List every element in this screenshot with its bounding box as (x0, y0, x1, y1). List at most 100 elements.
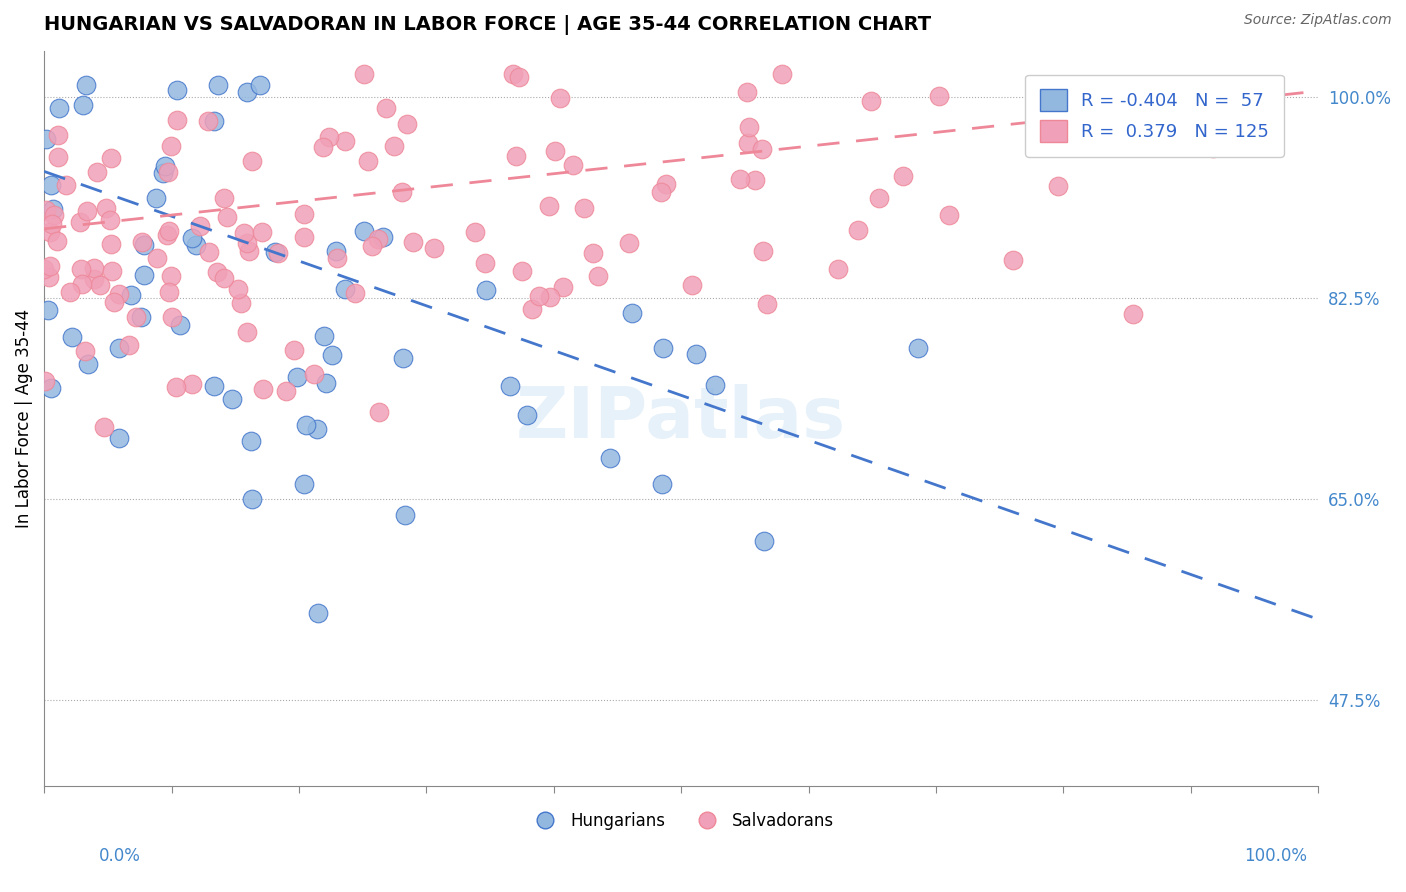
Salvadorans (70, 262, 93, 277)
Salvadorans (505, 148, 527, 162)
Salvadorans (101, 264, 124, 278)
Salvadorans (538, 290, 561, 304)
Salvadorans (118, 338, 141, 352)
Salvadorans (367, 232, 389, 246)
Hungarians (132, 268, 155, 282)
Hungarians (651, 476, 673, 491)
Salvadorans (928, 88, 950, 103)
Hungarians (132, 237, 155, 252)
Hungarians (287, 370, 309, 384)
Salvadorans (42, 208, 65, 222)
Salvadorans (1002, 252, 1025, 267)
Hungarians (184, 238, 207, 252)
Salvadorans (650, 185, 672, 199)
Salvadorans (34, 202, 56, 217)
Salvadorans (333, 134, 356, 148)
Salvadorans (520, 301, 543, 316)
Salvadorans (94, 201, 117, 215)
Salvadorans (75, 344, 97, 359)
Hungarians (475, 284, 498, 298)
Hungarians (236, 85, 259, 99)
Salvadorans (236, 235, 259, 250)
Hungarians (295, 417, 318, 432)
Hungarians (371, 230, 394, 244)
Legend: Hungarians, Salvadorans: Hungarians, Salvadorans (522, 805, 841, 836)
Hungarians (249, 78, 271, 93)
Hungarians (907, 341, 929, 355)
Hungarians (41, 381, 63, 395)
Hungarians (704, 377, 727, 392)
Salvadorans (215, 210, 238, 224)
Hungarians (333, 283, 356, 297)
Text: 0.0%: 0.0% (98, 847, 141, 864)
Salvadorans (125, 310, 148, 325)
Hungarians (60, 330, 83, 344)
Salvadorans (582, 246, 605, 260)
Salvadorans (238, 244, 260, 258)
Salvadorans (292, 229, 315, 244)
Hungarians (169, 318, 191, 333)
Hungarians (108, 432, 131, 446)
Salvadorans (751, 142, 773, 156)
Hungarians (76, 357, 98, 371)
Salvadorans (46, 128, 69, 143)
Salvadorans (548, 91, 571, 105)
Text: Source: ZipAtlas.com: Source: ZipAtlas.com (1244, 13, 1392, 28)
Salvadorans (39, 259, 62, 273)
Salvadorans (402, 235, 425, 249)
Salvadorans (361, 239, 384, 253)
Salvadorans (89, 277, 111, 292)
Salvadorans (160, 269, 183, 284)
Hungarians (181, 231, 204, 245)
Salvadorans (311, 140, 333, 154)
Salvadorans (508, 70, 530, 84)
Salvadorans (544, 144, 567, 158)
Hungarians (685, 346, 707, 360)
Text: ZIPatlas: ZIPatlas (516, 384, 846, 453)
Hungarians (240, 491, 263, 506)
Salvadorans (756, 296, 779, 310)
Salvadorans (283, 343, 305, 357)
Salvadorans (538, 199, 561, 213)
Hungarians (207, 78, 229, 93)
Salvadorans (561, 158, 583, 172)
Salvadorans (165, 379, 187, 393)
Hungarians (307, 607, 329, 621)
Salvadorans (770, 67, 793, 81)
Hungarians (145, 191, 167, 205)
Salvadorans (166, 112, 188, 127)
Salvadorans (226, 282, 249, 296)
Salvadorans (891, 169, 914, 183)
Salvadorans (357, 154, 380, 169)
Salvadorans (502, 67, 524, 81)
Text: HUNGARIAN VS SALVADORAN IN LABOR FORCE | AGE 35-44 CORRELATION CHART: HUNGARIAN VS SALVADORAN IN LABOR FORCE |… (44, 15, 931, 35)
Hungarians (391, 351, 413, 365)
Hungarians (221, 392, 243, 406)
Hungarians (516, 408, 538, 422)
Salvadorans (59, 285, 82, 300)
Salvadorans (374, 101, 396, 115)
Salvadorans (846, 223, 869, 237)
Salvadorans (681, 278, 703, 293)
Hungarians (202, 113, 225, 128)
Salvadorans (423, 241, 446, 255)
Salvadorans (1122, 307, 1144, 321)
Salvadorans (229, 295, 252, 310)
Salvadorans (510, 264, 533, 278)
Salvadorans (103, 295, 125, 310)
Salvadorans (868, 191, 890, 205)
Text: 100.0%: 100.0% (1244, 847, 1308, 864)
Salvadorans (198, 245, 221, 260)
Salvadorans (1195, 112, 1218, 127)
Hungarians (325, 244, 347, 258)
Salvadorans (1024, 110, 1046, 124)
Hungarians (72, 98, 94, 112)
Y-axis label: In Labor Force | Age 35-44: In Labor Force | Age 35-44 (15, 309, 32, 528)
Salvadorans (212, 271, 235, 285)
Hungarians (599, 451, 621, 466)
Hungarians (155, 159, 177, 173)
Hungarians (39, 178, 62, 192)
Salvadorans (1202, 141, 1225, 155)
Salvadorans (41, 217, 63, 231)
Salvadorans (728, 172, 751, 186)
